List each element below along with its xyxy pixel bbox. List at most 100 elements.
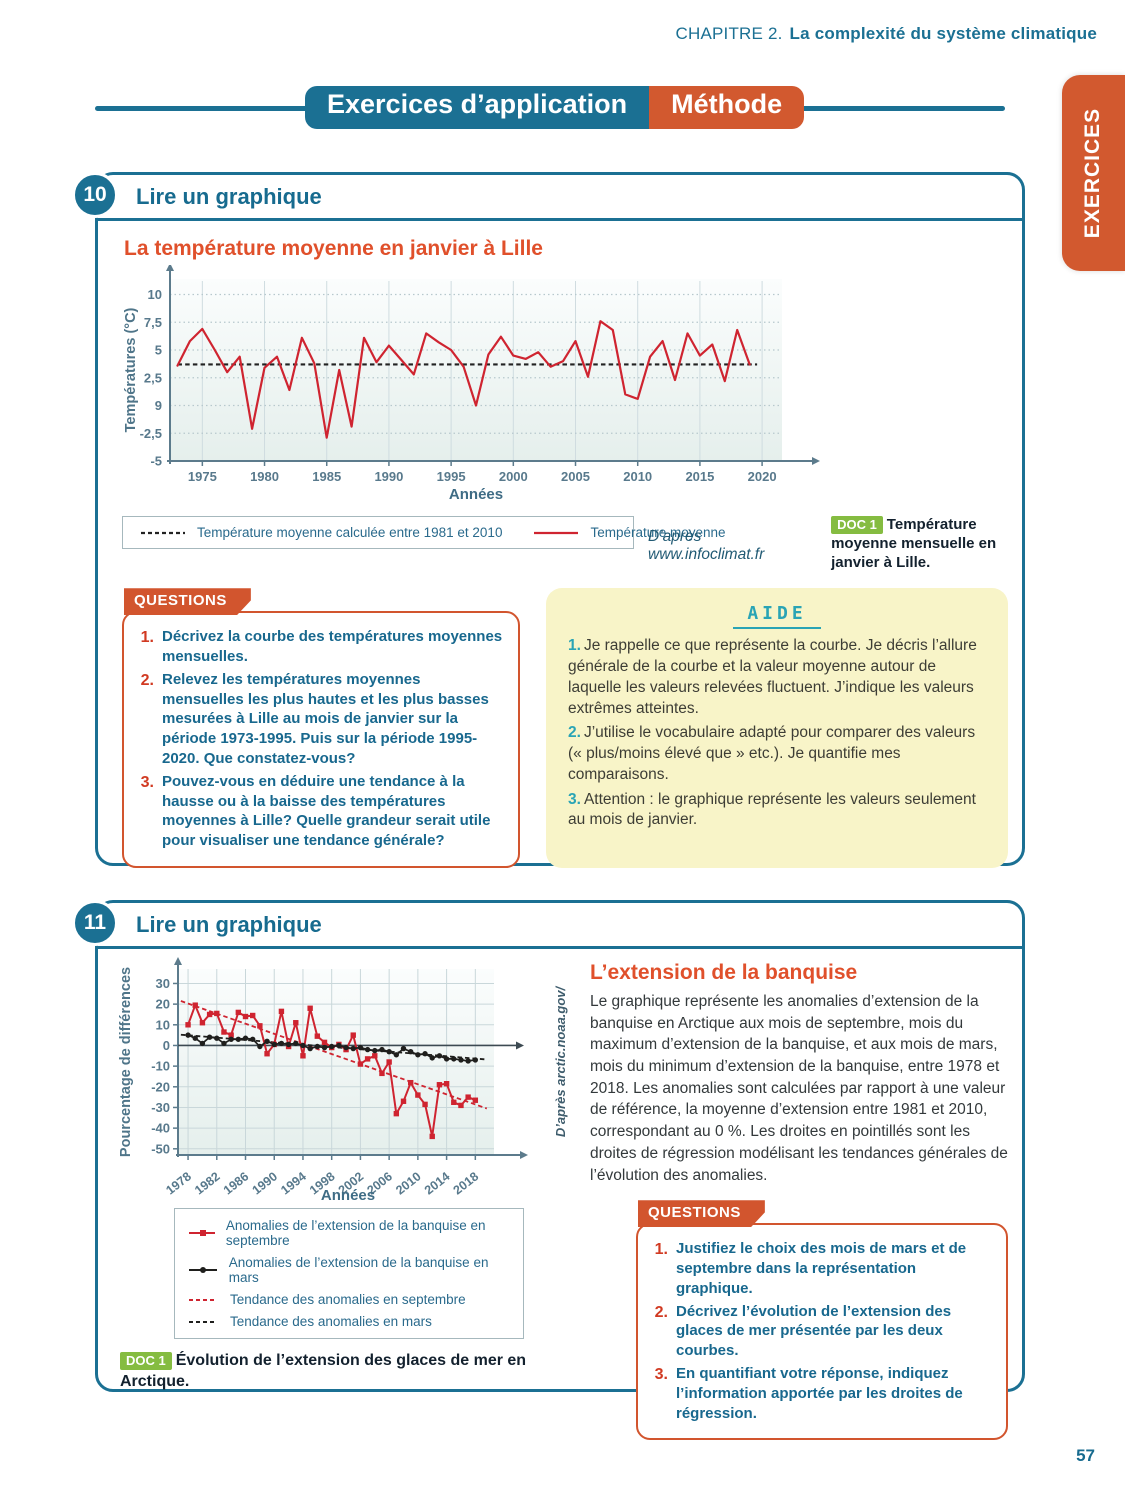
- dashed-trend-sample-icon: [189, 1320, 217, 1323]
- question-text: Décrivez la courbe des températures moye…: [162, 628, 503, 666]
- svg-text:-10: -10: [151, 1059, 170, 1074]
- legend-label: Température moyenne calculée entre 1981 …: [197, 525, 503, 540]
- question-item: 1. Justifiez le choix des mois de mars et…: [646, 1239, 994, 1298]
- aide-item-number: 2.: [568, 724, 581, 742]
- question-number: 3.: [654, 1365, 668, 1383]
- aide-title: AIDE: [733, 603, 821, 630]
- svg-text:20: 20: [156, 997, 170, 1012]
- svg-text:Températures (°C): Températures (°C): [123, 307, 139, 432]
- svg-text:1990: 1990: [250, 1169, 281, 1197]
- svg-text:2010: 2010: [623, 469, 652, 484]
- svg-text:7,5: 7,5: [144, 315, 162, 330]
- aide-item-number: 1.: [568, 637, 581, 655]
- question-item: 3. En quantifiant votre réponse, indiquez…: [646, 1364, 994, 1423]
- svg-text:1994: 1994: [278, 1169, 309, 1197]
- question-number: 1.: [654, 1241, 668, 1259]
- questions-label: QUESTIONS: [638, 1200, 765, 1228]
- aide-item-number: 3.: [568, 790, 581, 808]
- svg-text:1985: 1985: [312, 469, 341, 484]
- legend-entry: Anomalies de l’extension de la banquise …: [187, 1218, 511, 1248]
- red-line-sample-icon: [534, 531, 579, 534]
- svg-text:5: 5: [155, 343, 162, 358]
- legend-entry: Anomalies de l’extension de la banquise …: [187, 1255, 511, 1285]
- doc-caption-text: Température moyenne mensuelle en janvier…: [831, 516, 997, 571]
- chart-source: D’après www.infoclimat.fr: [648, 528, 765, 563]
- exercise-11-header: 11 Lire un graphique: [72, 900, 1022, 949]
- aide-items: 1. Je rappelle ce que représente la courb…: [568, 636, 986, 831]
- chart-svg: 1975 1980 1985 1990 1995 2000 2005 2010 2015 2020…: [123, 263, 820, 503]
- aide-item-text: J’utilise le vocabulaire adapté pour com…: [568, 724, 976, 783]
- question-text: Décrivez l’évolution de l’extension des …: [676, 1302, 952, 1360]
- question-number: 1.: [140, 629, 154, 647]
- temperature-line-chart: 1975 1980 1985 1990 1995 2000 2005 2010 2015 2020…: [122, 263, 1008, 510]
- svg-text:1986: 1986: [221, 1169, 252, 1197]
- svg-text:2015: 2015: [685, 469, 714, 484]
- question-number: 2.: [140, 671, 154, 689]
- chart-legend: Température moyenne calculée entre 1981 …: [122, 516, 726, 549]
- aide-item: 3. Attention : le graphique représente le…: [568, 790, 986, 832]
- exercise-title: Lire un graphique: [136, 183, 322, 209]
- svg-text:2010: 2010: [393, 1169, 424, 1197]
- side-tab-exercices[interactable]: EXERCICES: [1062, 75, 1125, 271]
- dashed-trend-sample-icon: [189, 1298, 217, 1301]
- exercise-number-badge: 11: [72, 900, 118, 946]
- section-banner: Exercices d’application Méthode: [95, 86, 1005, 132]
- question-text: Justifiez le choix des mois de mars et d…: [676, 1240, 967, 1297]
- svg-text:10: 10: [156, 1017, 170, 1032]
- exercise-title: Lire un graphique: [136, 911, 322, 937]
- svg-text:30: 30: [156, 976, 170, 991]
- svg-text:Pourcentage de différences: Pourcentage de différences: [118, 967, 134, 1157]
- svg-text:-30: -30: [151, 1100, 170, 1115]
- exercise-10-card: 10 Lire un graphique La température moye…: [72, 172, 1025, 869]
- svg-text:-5: -5: [150, 454, 162, 469]
- question-number: 2.: [654, 1303, 668, 1321]
- doc-caption-text: Évolution de l’extension des glaces de m…: [120, 1352, 527, 1390]
- svg-text:2005: 2005: [561, 469, 590, 484]
- square-marker-sample-icon: [189, 1230, 215, 1236]
- question-text: Relevez les températures moyennes mensue…: [162, 670, 489, 768]
- doc-badge: DOC 1: [120, 1352, 172, 1370]
- description-paragraph: Le graphique représente les anomalies d’…: [590, 993, 1008, 1184]
- svg-text:2014: 2014: [422, 1169, 453, 1197]
- svg-text:9: 9: [155, 398, 162, 413]
- question-item: 1. Décrivez la courbe des températures mo…: [132, 627, 506, 667]
- question-text: Pouvez-vous en déduire une tendance à la…: [162, 772, 491, 850]
- doc-caption: DOC 1 Température moyenne mensuelle en ja…: [831, 516, 1008, 572]
- legend-label: Tendance des anomalies en septembre: [230, 1292, 466, 1307]
- svg-text:Années: Années: [449, 486, 503, 503]
- svg-text:1980: 1980: [250, 469, 279, 484]
- question-item: 2. Relevez les températures moyennes mens…: [132, 670, 506, 769]
- svg-text:D’après arctic.noaa.gov/: D’après arctic.noaa.gov/: [553, 985, 568, 1137]
- svg-text:1990: 1990: [374, 469, 403, 484]
- sea-ice-anomaly-chart: 30 20 10 0 -10 -20 -30 -40 -50 1978 1982 1986 1990 19…: [118, 957, 576, 1208]
- aide-box: AIDE 1. Je rappelle ce que représente la …: [546, 588, 1008, 869]
- text-heading: L’extension de la banquise: [590, 961, 858, 984]
- aide-item: 2. J’utilise le vocabulaire adapté pour c…: [568, 723, 986, 785]
- chart-legend: Anomalies de l’extension de la banquise …: [174, 1208, 524, 1339]
- svg-text:2020: 2020: [748, 469, 777, 484]
- chapter-number: CHAPITRE 2.: [675, 24, 783, 43]
- doc-badge: DOC 1: [831, 516, 883, 534]
- chart-svg: 3020100-10-20-30-40-50197819821986199019…: [118, 957, 568, 1204]
- dashed-line-sample-icon: [141, 531, 185, 534]
- legend-label: Anomalies de l’extension de la banquise …: [225, 1218, 486, 1248]
- svg-text:-50: -50: [151, 1141, 170, 1156]
- question-item: 2. Décrivez l’évolution de l’extension de…: [646, 1302, 994, 1361]
- legend-label: Anomalies de l’extension de la banquise …: [228, 1255, 489, 1285]
- aide-item: 1. Je rappelle ce que représente la courb…: [568, 636, 986, 719]
- circle-marker-sample-icon: [189, 1267, 217, 1273]
- chapter-title: La complexité du système climatique: [789, 24, 1097, 43]
- legend-entry: Tendance des anomalies en septembre: [187, 1292, 511, 1307]
- question-item: 3. Pouvez-vous en déduire une tendance à …: [132, 772, 506, 851]
- legend-label: Tendance des anomalies en mars: [230, 1314, 432, 1329]
- legend-entry: Température moyenne: [532, 525, 726, 540]
- side-tab-label: EXERCICES: [1081, 107, 1105, 239]
- svg-text:2018: 2018: [451, 1169, 482, 1197]
- svg-text:-20: -20: [151, 1079, 170, 1094]
- svg-text:2000: 2000: [499, 469, 528, 484]
- legend-entry: Température moyenne calculée entre 1981 …: [139, 525, 502, 540]
- svg-text:0: 0: [163, 1038, 170, 1053]
- exercise-10-header: 10 Lire un graphique: [72, 172, 1022, 221]
- svg-text:1975: 1975: [188, 469, 217, 484]
- legend-label: Température moyenne: [590, 525, 726, 540]
